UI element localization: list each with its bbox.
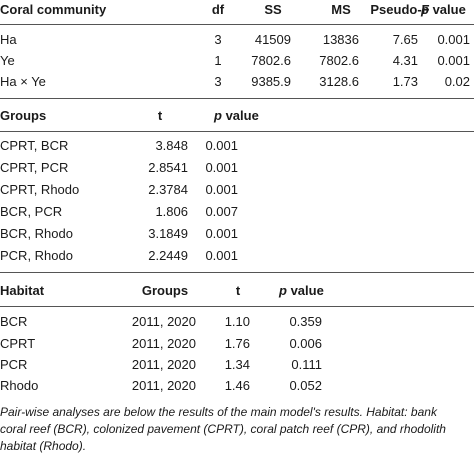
footnote-line: coral reef (BCR), colonized pavement (CP…	[0, 422, 446, 436]
table-footnote: Pair-wise analyses are below the results…	[0, 404, 474, 455]
df-value: 3	[214, 74, 222, 89]
p-value: 0.001	[205, 138, 238, 153]
row-label: CPRT	[0, 336, 36, 351]
t-value: 1.10	[224, 314, 250, 329]
header-habitat: Habitat	[0, 283, 45, 298]
header-ms: MS	[331, 2, 351, 17]
t-value: 3.848	[155, 138, 188, 153]
row-label: PCR	[0, 357, 28, 372]
p-value: 0.001	[205, 226, 238, 241]
pseudo-f-value: 1.73	[392, 74, 418, 89]
header-df: df	[211, 2, 225, 17]
rule-section2-end	[0, 272, 474, 273]
header-groups: Groups	[0, 108, 47, 123]
rule-section1-end	[0, 98, 474, 99]
ss-value: 7802.6	[251, 53, 291, 68]
header-p-suffix: value	[286, 283, 324, 298]
header-p-value: p value	[214, 108, 259, 124]
df-value: 1	[214, 53, 222, 68]
row-label: PCR, Rhodo	[0, 248, 73, 263]
groups-value: 2011, 2020	[131, 378, 196, 393]
row-label: Rhodo	[0, 378, 39, 393]
header-ss: SS	[264, 2, 282, 17]
header-t: t	[157, 108, 163, 123]
groups-value: 2011, 2020	[131, 336, 196, 351]
row-label: CPRT, BCR	[0, 138, 69, 153]
p-value: 0.001	[437, 53, 470, 68]
footnote-line: Pair-wise analyses are below the results…	[0, 405, 437, 419]
t-value: 3.1849	[148, 226, 188, 241]
footnote-line: habitat (Rhodo).	[0, 439, 87, 453]
p-value: 0.001	[205, 182, 238, 197]
ms-value: 13836	[322, 32, 359, 47]
row-label: CPRT, Rhodo	[0, 182, 80, 197]
header-p-value: p value	[279, 283, 324, 299]
p-value: 0.006	[289, 336, 322, 351]
t-value: 2.8541	[148, 160, 188, 175]
groups-value: 2011, 2020	[131, 357, 196, 372]
t-value: 1.76	[224, 336, 250, 351]
rule-section3-header	[0, 306, 474, 307]
row-label: BCR, PCR	[0, 204, 63, 219]
p-value: 0.052	[289, 378, 322, 393]
header-groups: Groups	[141, 283, 189, 298]
p-value: 0.111	[291, 357, 322, 372]
t-value: 1.46	[224, 378, 250, 393]
row-label: CPRT, PCR	[0, 160, 69, 175]
pseudo-f-value: 7.65	[392, 32, 418, 47]
header-p-letter: p	[279, 283, 287, 298]
row-label: BCR	[0, 314, 28, 329]
ms-value: 3128.6	[319, 74, 359, 89]
t-value: 2.2449	[148, 248, 188, 263]
p-value: 0.001	[205, 160, 238, 175]
rule-section1-header	[0, 24, 474, 25]
t-value: 1.806	[155, 204, 188, 219]
t-value: 2.3784	[148, 182, 188, 197]
p-value: 0.001	[437, 32, 470, 47]
df-value: 3	[214, 32, 222, 47]
header-p-letter: p	[421, 2, 429, 17]
rule-section2-header	[0, 131, 474, 132]
pseudo-f-value: 4.31	[392, 53, 418, 68]
groups-value: 2011, 2020	[131, 314, 196, 329]
header-p-letter: p	[214, 108, 222, 123]
header-coral-community: Coral community	[0, 2, 107, 17]
p-value: 0.007	[205, 204, 238, 219]
row-label: BCR, Rhodo	[0, 226, 73, 241]
ss-value: 41509	[254, 32, 291, 47]
p-value: 0.02	[444, 74, 470, 89]
header-t: t	[235, 283, 241, 298]
p-value: 0.001	[205, 248, 238, 263]
t-value: 1.34	[224, 357, 250, 372]
header-p-suffix: value	[221, 108, 259, 123]
header-p-value: p value	[421, 2, 466, 18]
ss-value: 9385.9	[251, 74, 291, 89]
row-label: Ha	[0, 32, 17, 47]
row-label: Ha × Ye	[0, 74, 46, 89]
p-value: 0.359	[289, 314, 322, 329]
header-p-suffix: value	[428, 2, 466, 17]
header-pseudo-f: Pseudo-F	[370, 2, 430, 17]
ms-value: 7802.6	[319, 53, 359, 68]
row-label: Ye	[0, 53, 15, 68]
